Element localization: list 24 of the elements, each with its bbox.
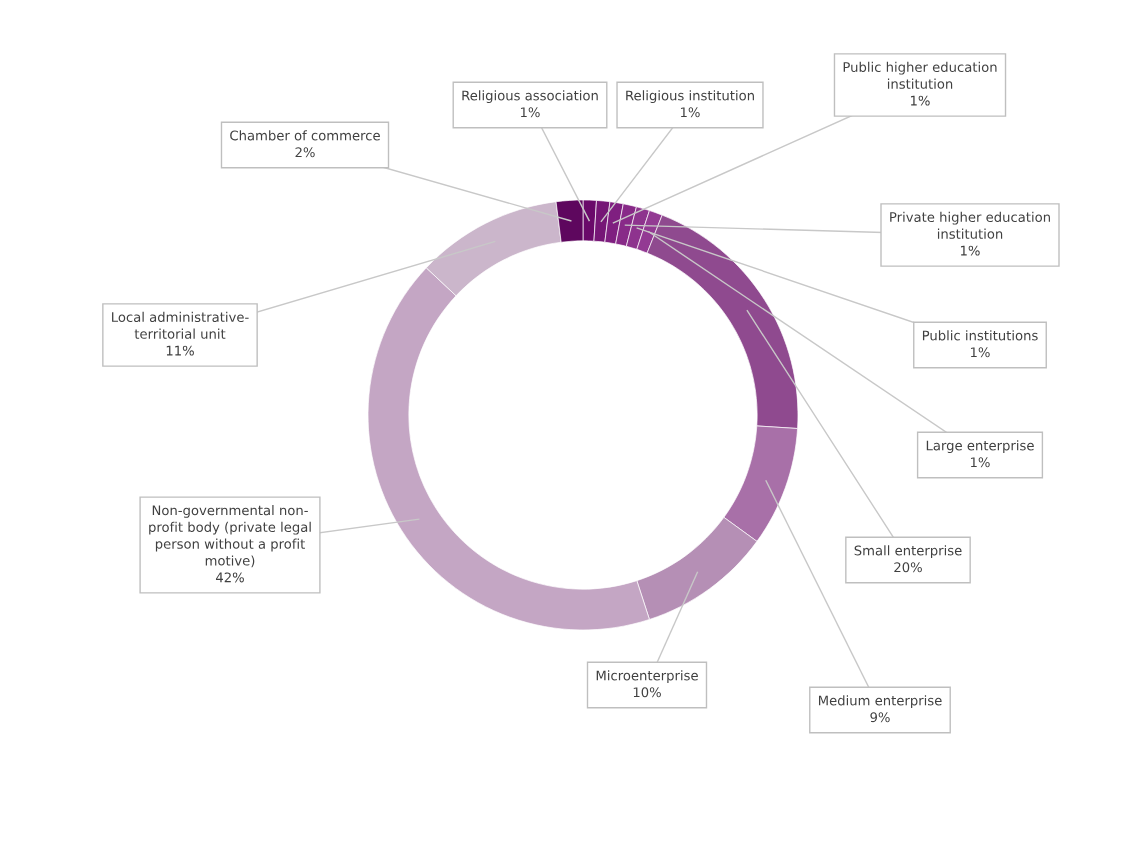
slice-label: Small enterprise — [854, 545, 962, 558]
slice-label: Private higher education institution — [890, 211, 1050, 239]
data-label: 1% — [680, 107, 700, 118]
data-label: 20% — [894, 562, 922, 573]
data-label: 9% — [870, 712, 890, 723]
slice-label: Large enterprise — [926, 440, 1034, 453]
slice-label: Religious institution — [626, 90, 754, 103]
slice-label: Microenterprise — [596, 670, 698, 683]
slice-label: Public higher education institution — [843, 61, 997, 89]
data-label: 10% — [633, 687, 661, 698]
slice-label: Public institutions — [922, 330, 1038, 341]
data-label: 11% — [166, 345, 194, 356]
data-label: 1% — [520, 107, 540, 118]
data-label: 2% — [295, 147, 315, 158]
data-label: 1% — [960, 245, 980, 256]
slice-label: Local administrative- territorial unit — [112, 311, 249, 339]
slice-label: Chamber of commerce — [230, 130, 380, 141]
data-label: 1% — [970, 457, 990, 468]
slice-label: Non-governmental non- profit body (private legal person without a profit motive) — [149, 505, 311, 568]
slice-label: Medium enterprise — [818, 695, 942, 708]
data-label: 42% — [215, 572, 244, 583]
data-label: 1% — [970, 347, 990, 358]
data-label: 1% — [910, 95, 930, 106]
slice-label: Religious association — [462, 90, 598, 103]
